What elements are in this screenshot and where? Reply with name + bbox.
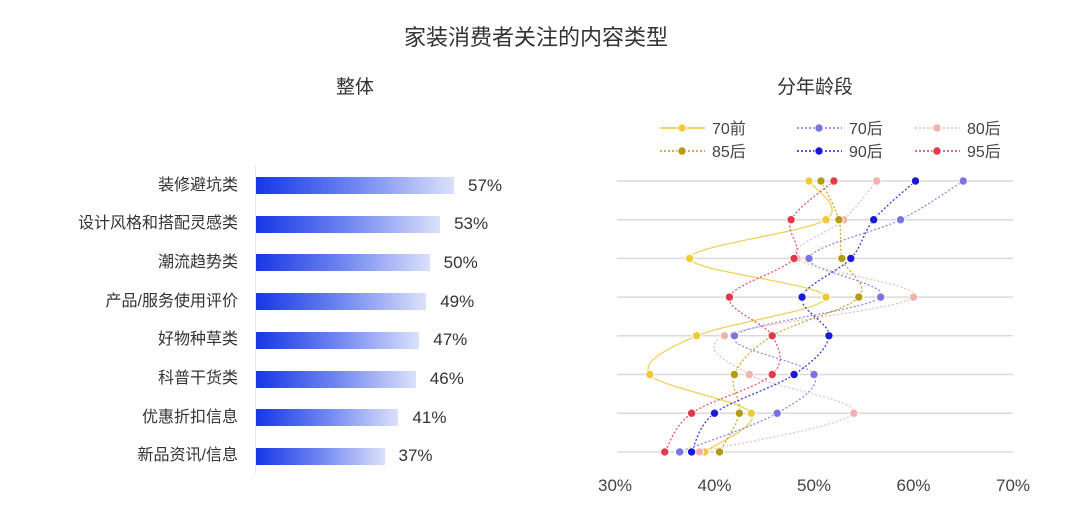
data-point [837,253,847,264]
chart-main-title: 家装消费者关注的内容类型 [403,25,668,50]
legend-label: 70后 [849,120,883,138]
data-point [660,447,670,457]
bar-category-label: 产品/服务使用评价 [105,292,238,310]
bar-category-label: 好物种草类 [157,331,238,349]
data-point [824,331,834,341]
bar [256,331,420,349]
legend-label: 70前 [712,120,746,138]
data-point [746,408,757,418]
overall-chart-title: 整体 [335,77,374,98]
data-point [809,369,819,380]
bar-category-label: 装修避坑类 [157,176,238,194]
bar-value-label: 41% [412,407,447,427]
data-point [789,369,799,380]
data-point [804,253,814,264]
data-point [834,215,844,225]
data-point [772,408,782,418]
legend-marker [814,146,824,156]
bar-chart-axis [255,165,256,473]
data-point [875,292,886,302]
x-tick-label: 40% [697,476,731,495]
legend-marker [677,123,687,133]
data-point [686,447,697,457]
data-point [910,176,921,186]
data-point [719,331,730,341]
data-point [734,408,745,418]
x-tick-label: 70% [996,476,1030,495]
bar-value-label: 37% [398,446,433,466]
series-line [718,180,863,453]
data-point [645,369,655,380]
data-point [729,331,740,341]
bar [256,293,427,311]
data-point [744,369,755,380]
bar [256,370,416,388]
data-point [797,292,807,302]
data-point [694,447,705,457]
data-point [714,447,725,457]
data-point [958,176,968,186]
bar-value-label: 57% [468,175,503,195]
bar-value-label: 49% [440,291,475,311]
data-point [674,447,685,457]
x-tick-label: 30% [598,476,632,495]
data-point [789,253,799,264]
age-chart-title: 分年龄段 [776,77,853,98]
bar-category-label: 优惠折扣信息 [141,408,238,426]
legend-marker [814,123,824,133]
data-point [821,215,831,225]
data-point [829,176,839,186]
bar-value-label: 53% [454,214,489,234]
bar [256,447,385,465]
data-point [816,176,826,186]
data-point [691,331,702,341]
legend-marker [677,146,687,156]
data-point [895,215,906,225]
x-tick-label: 50% [797,476,831,495]
legend-label: 85后 [712,143,746,161]
data-point [709,408,720,418]
data-point [854,292,864,302]
bar-category-label: 新品资讯/信息 [137,447,238,465]
data-point [849,408,859,418]
x-tick-label: 60% [896,476,930,495]
bar [256,409,399,427]
bar [256,254,430,272]
series-line [679,180,964,453]
data-point [821,292,831,302]
legend-marker [932,123,942,133]
data-point [767,369,777,380]
legend-label: 80后 [967,120,1001,138]
legend-label: 95后 [967,143,1001,161]
data-point [686,408,697,418]
series-line [664,180,835,453]
data-point [724,292,735,302]
data-point [804,176,814,186]
data-point [729,369,740,380]
bar [256,215,441,233]
bar-value-label: 47% [433,330,468,350]
series-line [691,180,916,453]
data-point [684,253,695,264]
bar-category-label: 潮流趋势类 [157,253,238,271]
data-point [908,292,919,302]
data-point [767,331,777,341]
bar [256,177,454,194]
series-line [647,180,833,453]
legend-marker [932,146,942,156]
data-point [846,253,856,264]
bar-category-label: 设计风格和搭配灵感类 [77,215,238,233]
bar-value-label: 46% [429,369,464,388]
data-point [869,215,879,225]
legend-label: 90后 [849,143,883,161]
data-point [871,176,882,186]
bar-category-label: 科普干货类 [157,370,238,387]
bar-value-label: 50% [443,252,478,272]
data-point [786,215,796,225]
